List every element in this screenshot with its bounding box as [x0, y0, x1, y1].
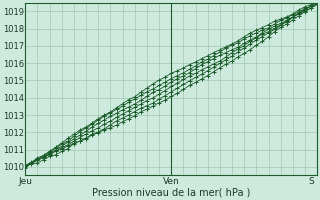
X-axis label: Pression niveau de la mer( hPa ): Pression niveau de la mer( hPa ): [92, 187, 251, 197]
